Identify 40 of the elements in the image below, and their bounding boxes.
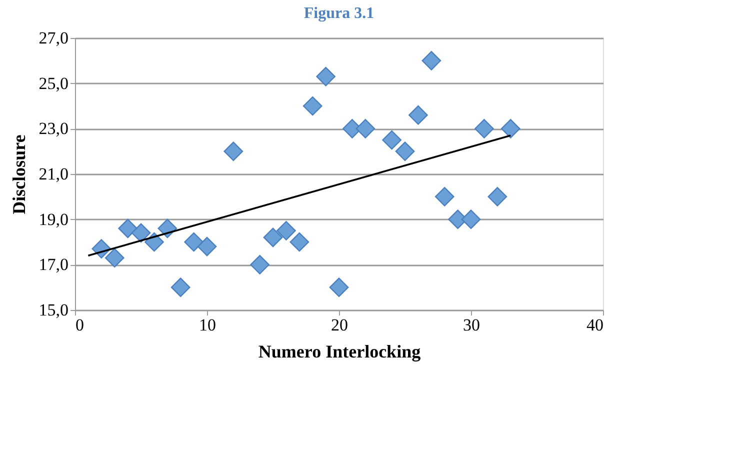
point xyxy=(290,232,310,252)
point xyxy=(316,66,336,86)
point xyxy=(395,142,415,162)
point xyxy=(434,186,454,206)
point xyxy=(356,118,376,138)
point xyxy=(104,248,124,268)
x-tick-label: 10 xyxy=(199,316,216,334)
chart-title: Figura 3.1 xyxy=(304,5,374,22)
y-tick-label: 27,0 xyxy=(38,28,68,48)
point xyxy=(263,228,283,248)
point xyxy=(382,130,402,150)
point xyxy=(302,96,322,116)
point xyxy=(184,232,204,252)
x-axis-title: Numero Interlocking xyxy=(258,342,421,362)
point xyxy=(250,254,270,274)
point xyxy=(488,186,508,206)
y-axis-title: Disclosure xyxy=(8,134,29,214)
x-tick-label: 40 xyxy=(586,316,604,334)
point xyxy=(144,232,164,252)
point xyxy=(197,236,217,256)
point xyxy=(329,278,349,298)
y-tick-label: 15,0 xyxy=(38,300,68,320)
x-tick-label: 20 xyxy=(331,316,348,334)
point xyxy=(224,142,244,162)
x-tick-label: 0 xyxy=(76,316,84,334)
point xyxy=(461,210,481,230)
point xyxy=(500,118,520,138)
point xyxy=(408,105,428,125)
y-tick-label: 19,0 xyxy=(38,210,68,229)
x-tick-label: 30 xyxy=(463,316,480,334)
point xyxy=(276,220,296,240)
point xyxy=(118,218,138,238)
point xyxy=(131,223,151,243)
y-tick-label: 23,0 xyxy=(38,119,68,138)
y-tick-label: 25,0 xyxy=(38,74,68,93)
y-tick-label: 17,0 xyxy=(38,255,68,274)
y-tick-label: 21,0 xyxy=(38,164,68,184)
point xyxy=(474,118,494,138)
point xyxy=(422,50,442,70)
point xyxy=(170,278,190,298)
